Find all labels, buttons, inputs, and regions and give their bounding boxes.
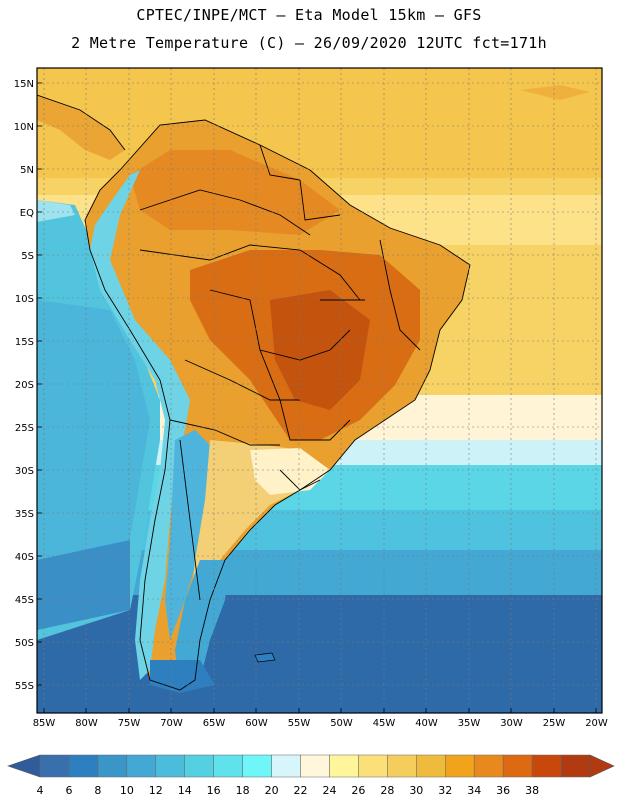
lon-label: 70W	[160, 718, 183, 729]
colorbar-tick-label: 34	[467, 784, 481, 797]
colorbar-tick-label: 14	[178, 784, 192, 797]
colorbar-swatch	[329, 754, 359, 778]
colorbar-swatch	[416, 754, 446, 778]
colorbar-swatch	[531, 754, 562, 778]
lon-label: 55W	[288, 718, 311, 729]
colorbar: 4 6 8 10 12 14 16 18 20 22 24 26 28 30 32 34 36 38	[7, 754, 615, 797]
lat-label: 40S	[15, 552, 34, 563]
colorbar-tick-label: 36	[496, 784, 510, 797]
lon-label: 20W	[585, 718, 608, 729]
colorbar-swatch	[39, 754, 70, 778]
lat-label: 25S	[15, 423, 34, 434]
colorbar-swatch	[97, 754, 128, 778]
colorbar-tick-label: 6	[65, 784, 72, 797]
lat-label: EQ	[20, 208, 34, 219]
colorbar-swatch	[68, 754, 99, 778]
colorbar-tick-label: 18	[236, 784, 250, 797]
colorbar-tick-label: 28	[380, 784, 394, 797]
lat-label: 10N	[14, 122, 34, 133]
colorbar-swatch	[473, 754, 504, 778]
lon-label: 75W	[118, 718, 141, 729]
colorbar-tick-label: 32	[438, 784, 452, 797]
colorbar-tick-label: 22	[294, 784, 308, 797]
colorbar-tick-label: 26	[351, 784, 365, 797]
lat-label: 5N	[20, 165, 34, 176]
chart-title-line-1: CPTEC/INPE/MCT – Eta Model 15km – GFS	[136, 6, 482, 24]
lat-label: 15S	[15, 337, 34, 348]
colorbar-swatch	[213, 754, 243, 778]
lat-label: 30S	[15, 466, 34, 477]
colorbar-tick-label: 10	[120, 784, 134, 797]
lon-label: 35W	[458, 718, 481, 729]
colorbar-swatch	[184, 754, 214, 778]
colorbar-tick-label: 24	[322, 784, 336, 797]
colorbar-swatch	[560, 754, 591, 778]
lon-label: 30W	[500, 718, 523, 729]
lon-label: 85W	[33, 718, 56, 729]
colorbar-tick-label: 16	[207, 784, 221, 797]
colorbar-tick-label: 4	[37, 784, 44, 797]
lon-label: 60W	[245, 718, 268, 729]
lat-label: 55S	[15, 681, 34, 692]
colorbar-swatch	[502, 754, 533, 778]
colorbar-swatch	[358, 754, 388, 778]
lat-label: 45S	[15, 595, 34, 606]
lon-label: 40W	[415, 718, 438, 729]
colorbar-tick-label: 30	[409, 784, 423, 797]
lat-label: 5S	[21, 251, 34, 262]
lon-label: 45W	[373, 718, 396, 729]
chart-title-line-2: 2 Metre Temperature (C) – 26/09/2020 12U…	[71, 34, 547, 52]
colorbar-swatch	[155, 754, 185, 778]
map-frame	[36, 67, 603, 714]
lon-label: 80W	[75, 718, 98, 729]
colorbar-swatch	[300, 754, 330, 778]
colorbar-low-arrow	[7, 754, 41, 778]
colorbar-tick-label: 20	[265, 784, 279, 797]
colorbar-swatch	[387, 754, 417, 778]
colorbar-tick-label: 8	[94, 784, 101, 797]
lon-label: 50W	[330, 718, 353, 729]
colorbar-tick-label: 38	[525, 784, 539, 797]
lon-label: 65W	[203, 718, 226, 729]
colorbar-swatch	[445, 754, 475, 778]
colorbar-swatch	[242, 754, 272, 778]
lat-label: 15N	[14, 79, 34, 90]
colorbar-swatch	[271, 754, 301, 778]
colorbar-tick-label: 12	[149, 784, 163, 797]
lon-label: 25W	[543, 718, 566, 729]
colorbar-swatch	[126, 754, 157, 778]
lat-label: 50S	[15, 638, 34, 649]
lat-label: 35S	[15, 509, 34, 520]
lat-label: 10S	[15, 294, 34, 305]
lat-label: 20S	[15, 380, 34, 391]
colorbar-high-arrow	[589, 754, 615, 778]
